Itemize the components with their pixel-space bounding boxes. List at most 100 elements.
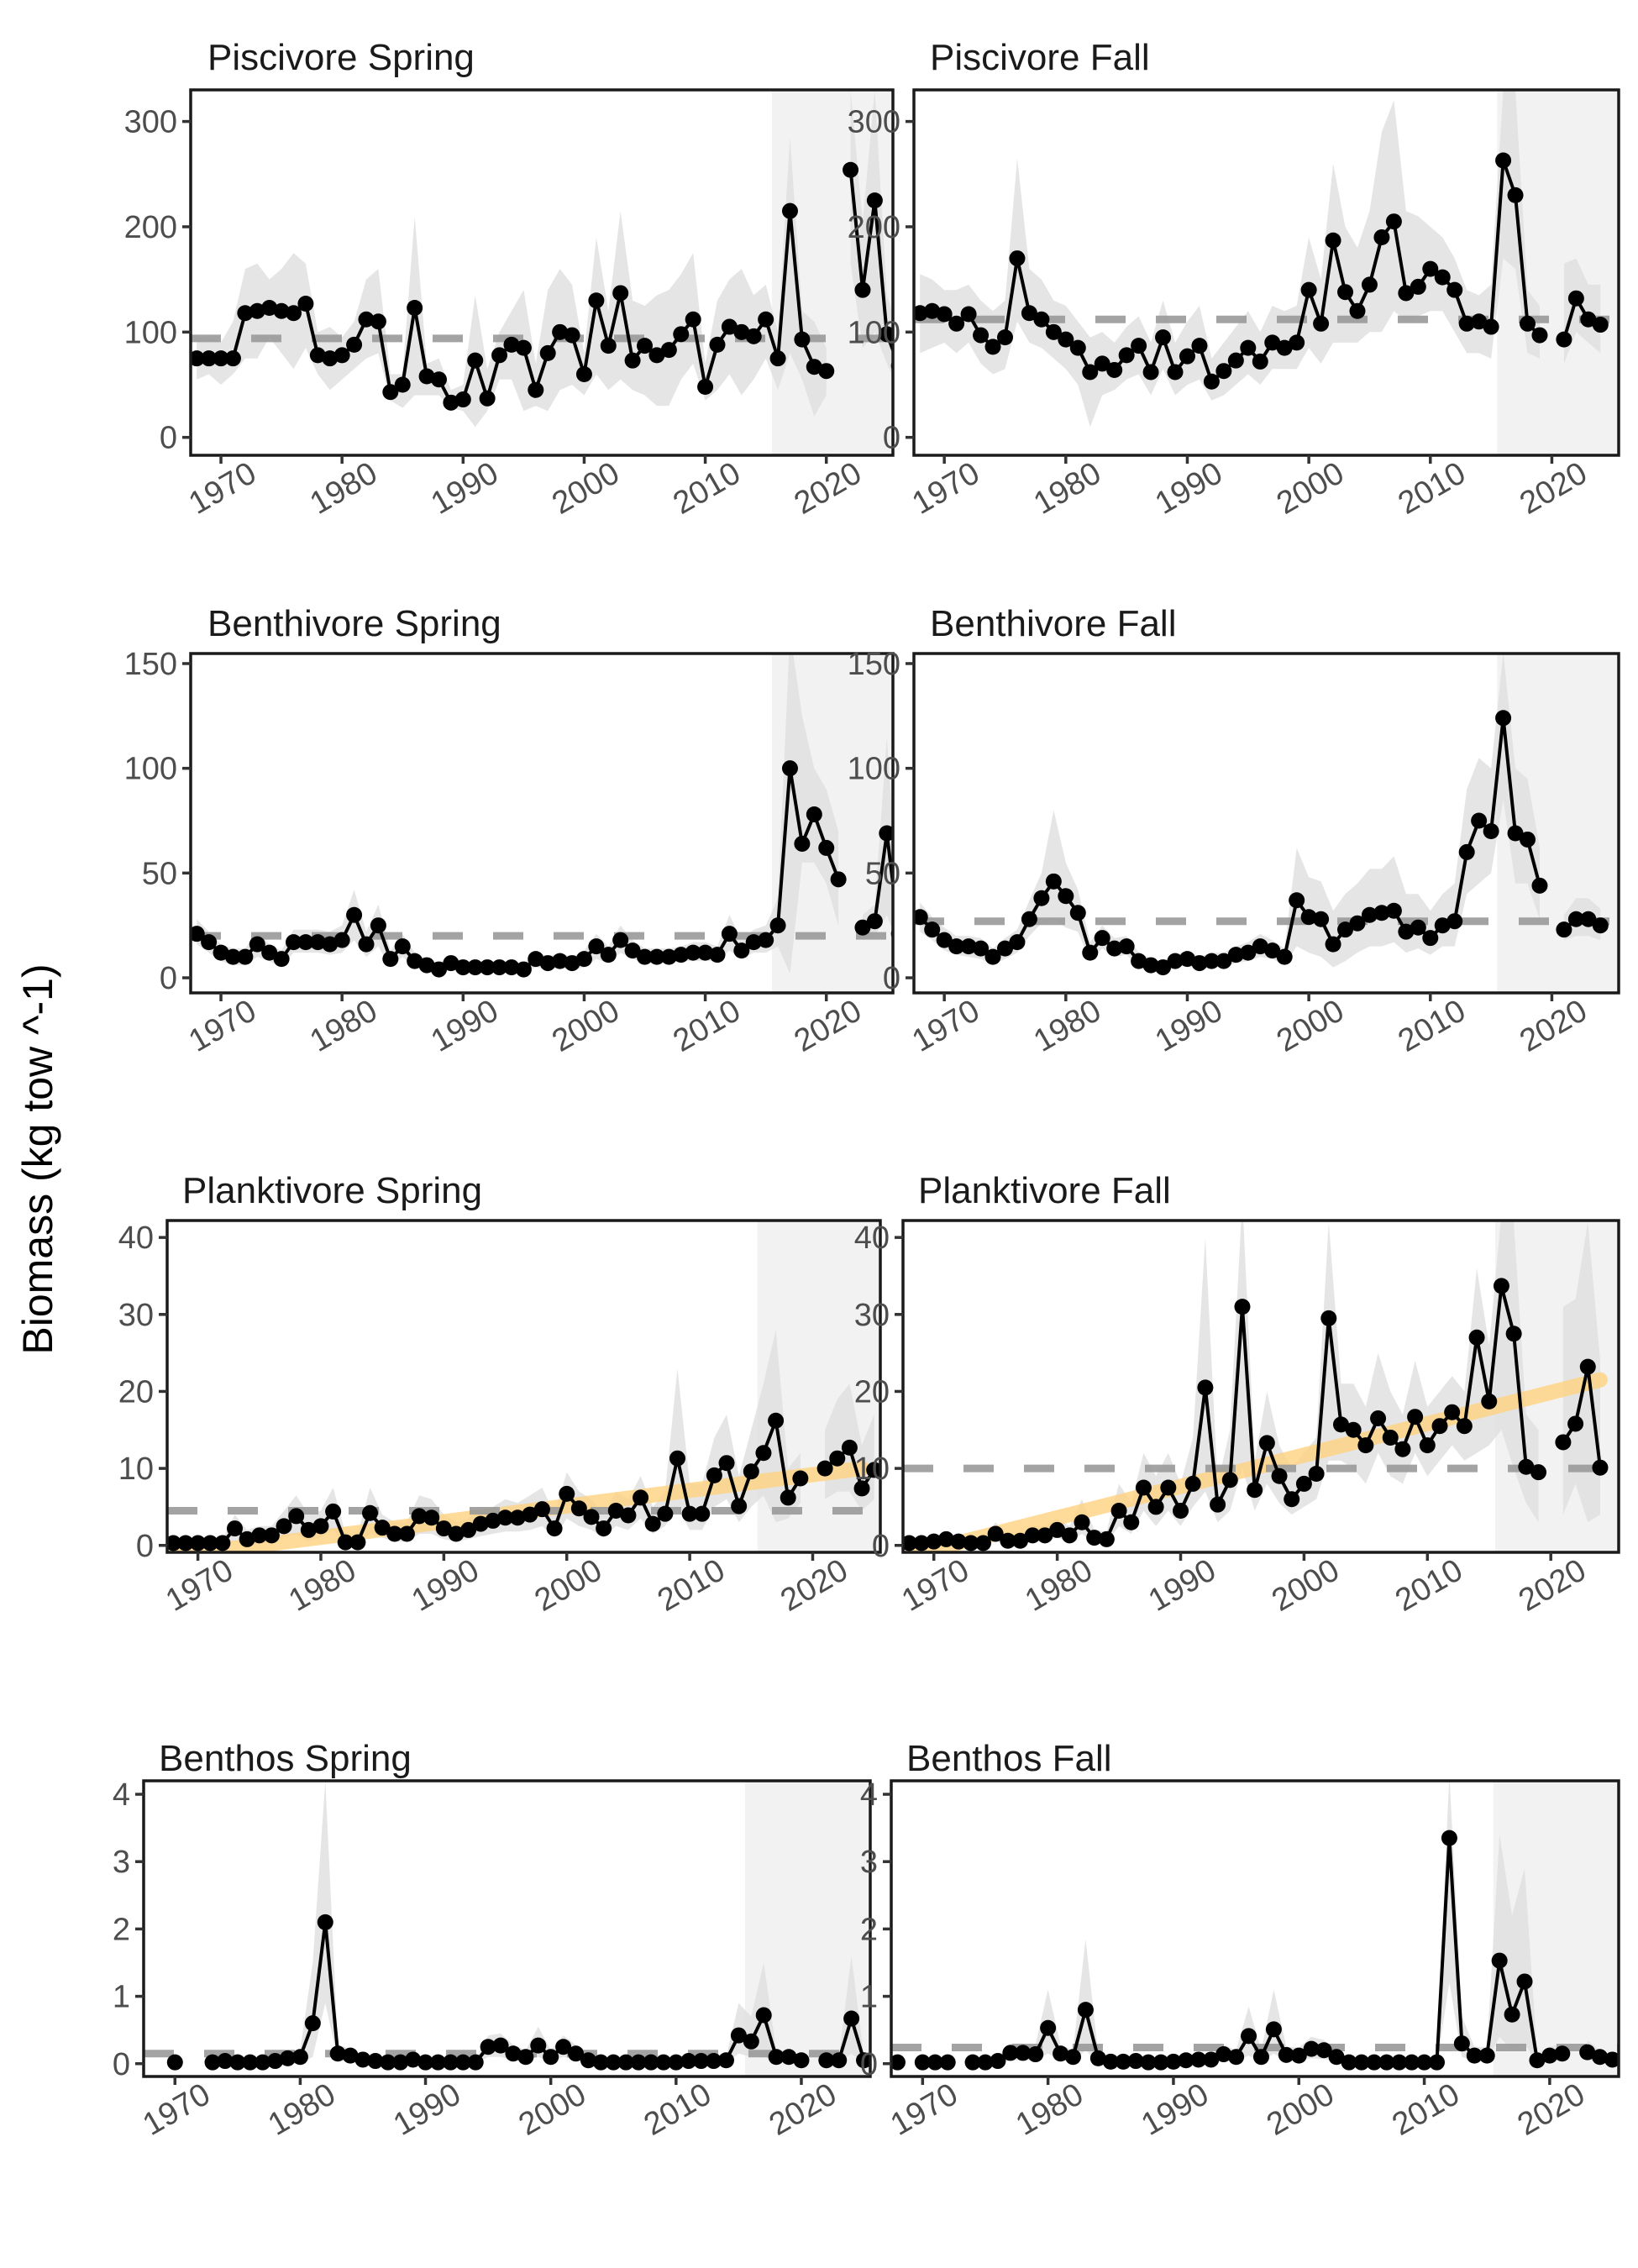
data-point <box>1434 269 1451 286</box>
x-tick-label: 2000 <box>546 993 625 1059</box>
data-point <box>1040 2019 1057 2036</box>
data-point <box>1410 278 1426 295</box>
data-point <box>1265 2021 1282 2038</box>
y-tick-label: 0 <box>136 1529 154 1564</box>
data-point <box>575 951 592 968</box>
data-point <box>297 934 314 951</box>
data-point <box>685 944 701 961</box>
data-point <box>325 1503 342 1520</box>
data-point <box>448 1525 465 1542</box>
data-point <box>492 2037 509 2054</box>
data-point <box>1094 355 1110 372</box>
data-point <box>217 2053 234 2070</box>
y-tick-label: 20 <box>854 1374 890 1410</box>
data-point <box>1191 338 1208 354</box>
data-point <box>517 2049 534 2066</box>
data-point <box>575 365 592 382</box>
data-point <box>984 948 1001 965</box>
data-point <box>1094 930 1110 947</box>
data-point <box>1021 305 1037 322</box>
y-tick-label: 0 <box>160 421 177 456</box>
data-point <box>1483 822 1499 839</box>
data-point <box>479 959 496 976</box>
data-point <box>1353 2054 1370 2071</box>
data-point <box>1456 1418 1473 1435</box>
data-point <box>1385 213 1402 230</box>
data-point <box>879 825 893 842</box>
data-point <box>309 934 326 951</box>
data-point <box>655 2054 672 2071</box>
panel-border <box>912 652 1620 995</box>
panel-title: Benthos Fall <box>906 1738 1112 1779</box>
data-point <box>853 1480 870 1497</box>
data-point <box>1178 2052 1194 2069</box>
data-point <box>342 2047 359 2064</box>
data-point <box>612 932 629 948</box>
x-tick-label: 2000 <box>1261 2076 1340 2143</box>
data-point <box>948 315 965 332</box>
confidence-band <box>1562 1221 1600 1523</box>
data-point <box>1446 281 1463 298</box>
data-point <box>996 940 1013 957</box>
y-tick-label: 3 <box>113 1845 130 1880</box>
data-point <box>430 961 447 978</box>
data-point <box>1295 1475 1312 1492</box>
data-point <box>1495 152 1512 169</box>
data-point <box>1458 315 1475 332</box>
data-point <box>229 2054 246 2071</box>
y-tick-label: 100 <box>848 752 900 787</box>
data-point <box>1325 232 1341 249</box>
data-point <box>806 806 822 823</box>
confidence-band <box>826 1956 870 2063</box>
data-point <box>467 352 484 369</box>
data-point <box>755 1445 772 1462</box>
y-tick-label: 2 <box>113 1912 130 1947</box>
data-point <box>1520 315 1536 332</box>
confidence-band <box>973 1781 1562 2064</box>
y-tick-label: 100 <box>124 315 177 350</box>
data-point <box>167 1535 181 1551</box>
data-point <box>680 2053 697 2070</box>
data-point <box>349 1534 366 1551</box>
data-point <box>201 934 218 951</box>
panel-benthos-fall: 0 1 2 3 4 1970 1980 1990 2000 2010 2020 <box>860 1777 1620 2143</box>
data-point <box>1106 361 1123 378</box>
x-tick-label: 2000 <box>1266 1552 1345 1619</box>
data-point <box>1155 329 1172 346</box>
x-tick-label: 2010 <box>667 993 746 1059</box>
data-point <box>607 1503 624 1520</box>
data-point <box>1416 2054 1433 2071</box>
data-point <box>263 1527 280 1544</box>
data-point <box>288 1508 305 1525</box>
data-point <box>528 381 544 398</box>
y-tick-label: 100 <box>124 752 177 787</box>
data-point <box>731 1498 748 1515</box>
data-point <box>1240 944 1257 961</box>
data-point <box>1592 917 1609 934</box>
data-point <box>588 292 605 309</box>
panel-title: Benthivore Fall <box>930 603 1176 644</box>
panel-border <box>901 1219 1620 1554</box>
data-point <box>460 1521 477 1538</box>
x-tick-label: 2020 <box>789 455 868 522</box>
data-point <box>831 2052 848 2069</box>
x-tick-label: 2020 <box>1513 1552 1592 1619</box>
data-point <box>392 2054 409 2071</box>
data-point <box>879 326 893 343</box>
data-point <box>1203 953 1220 969</box>
data-point <box>818 839 835 856</box>
data-point <box>1529 2052 1546 2069</box>
data-point <box>693 2053 710 2070</box>
data-point <box>913 1535 930 1551</box>
data-point <box>509 1509 526 1526</box>
data-point <box>1142 364 1159 381</box>
data-point <box>1252 353 1268 370</box>
data-point <box>505 2045 522 2062</box>
data-point <box>780 1489 796 1506</box>
data-point <box>1210 1496 1226 1513</box>
data-point <box>227 1520 244 1537</box>
data-point <box>1315 2042 1332 2059</box>
data-point <box>333 932 350 948</box>
data-point <box>1102 2053 1119 2070</box>
